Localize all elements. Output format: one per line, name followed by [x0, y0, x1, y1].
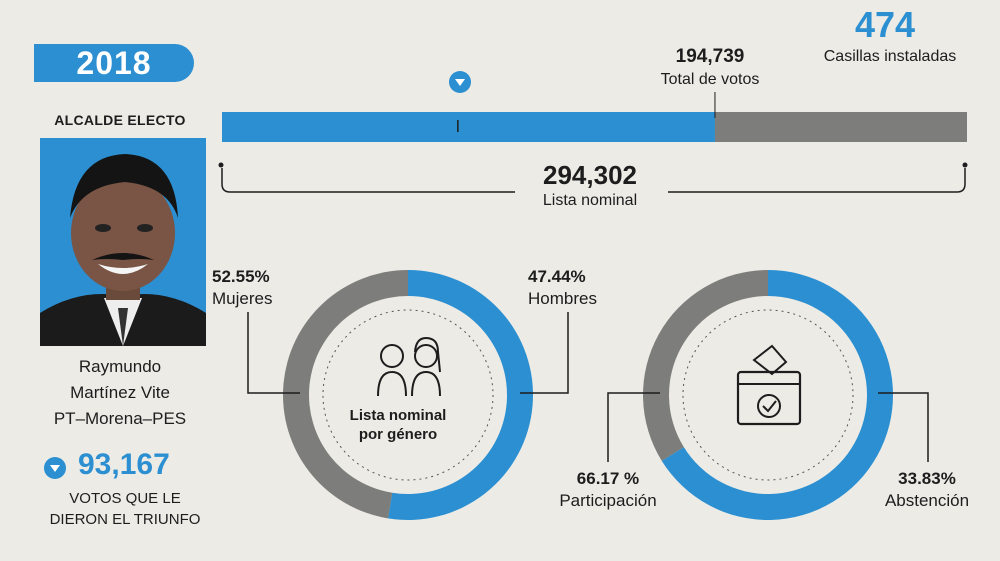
bar-segment-total-votos: [222, 112, 715, 142]
winning-caption-line2: DIERON EL TRIUNFO: [49, 511, 201, 528]
candidate-name-first: Raymundo: [78, 357, 162, 376]
down-triangle-icon: [44, 457, 66, 479]
participacion-value: 66.17 %: [576, 469, 640, 488]
winning-votes-caption: VOTOS QUE LE DIERON EL TRIUNFO: [30, 488, 220, 530]
lista-bracket-left: [221, 168, 515, 193]
abstencion-connector: [878, 392, 929, 462]
total-votos-value: 194,739: [675, 46, 745, 67]
down-triangle-icon: [449, 71, 471, 93]
mujeres-value: 52.55%: [212, 267, 270, 286]
donut-genero-slice-hombres: [282, 270, 408, 519]
donut-genero-inner-dotted-ring: [322, 309, 494, 481]
participacion-connector: [607, 392, 660, 462]
range-dot-left: [218, 162, 224, 168]
candidate-info: Raymundo Martínez Vite PT–Morena–PES: [20, 354, 220, 432]
mujeres-connector: [247, 312, 300, 394]
casillas-value: 474: [854, 4, 916, 45]
participacion-label: 66.17 % Participación: [548, 468, 668, 512]
abstencion-value: 33.83%: [898, 469, 956, 488]
mujeres-label: 52.55% Mujeres: [212, 266, 272, 310]
donut-genero-center-label: Lista nominal por género: [349, 407, 447, 443]
lista-bracket-right: [668, 168, 966, 193]
lista-nominal-value: 294,302: [543, 160, 637, 190]
hombres-value: 47.44%: [528, 267, 586, 286]
people-icon: [377, 336, 441, 397]
total-votos-label: Total de votos: [660, 71, 760, 88]
bar-segment-remaining: [714, 112, 967, 142]
donut-genero-slice-mujeres: [388, 270, 533, 520]
year-badge: 2018: [34, 44, 194, 82]
abstencion-label: 33.83% Abstención: [872, 468, 982, 512]
donut-participacion-inner-dotted-ring: [682, 309, 854, 481]
abstencion-text: Abstención: [884, 491, 970, 510]
winning-votes-value: 93,167: [78, 448, 170, 481]
candidate-photo: [40, 138, 206, 346]
candidate-role: ALCALDE ELECTO: [54, 112, 186, 128]
hombres-connector: [520, 312, 569, 394]
candidate-name-last: Martínez Vite: [70, 383, 170, 402]
ballot-box-icon: [736, 344, 802, 426]
candidate-portrait-icon: [40, 138, 206, 346]
range-dot-right: [962, 162, 968, 168]
hombres-text: Hombres: [528, 289, 597, 308]
candidate-party: PT–Morena–PES: [53, 409, 187, 428]
winning-caption-line1: VOTOS QUE LE: [69, 490, 181, 507]
donut-participacion-slice-abstenci-n: [643, 270, 768, 461]
mujeres-text: Mujeres: [212, 289, 273, 308]
casillas-label: Casillas instaladas: [823, 48, 957, 65]
hombres-label: 47.44% Hombres: [528, 266, 597, 310]
lista-nominal-label: Lista nominal: [542, 192, 638, 209]
participacion-text: Participación: [559, 491, 657, 510]
